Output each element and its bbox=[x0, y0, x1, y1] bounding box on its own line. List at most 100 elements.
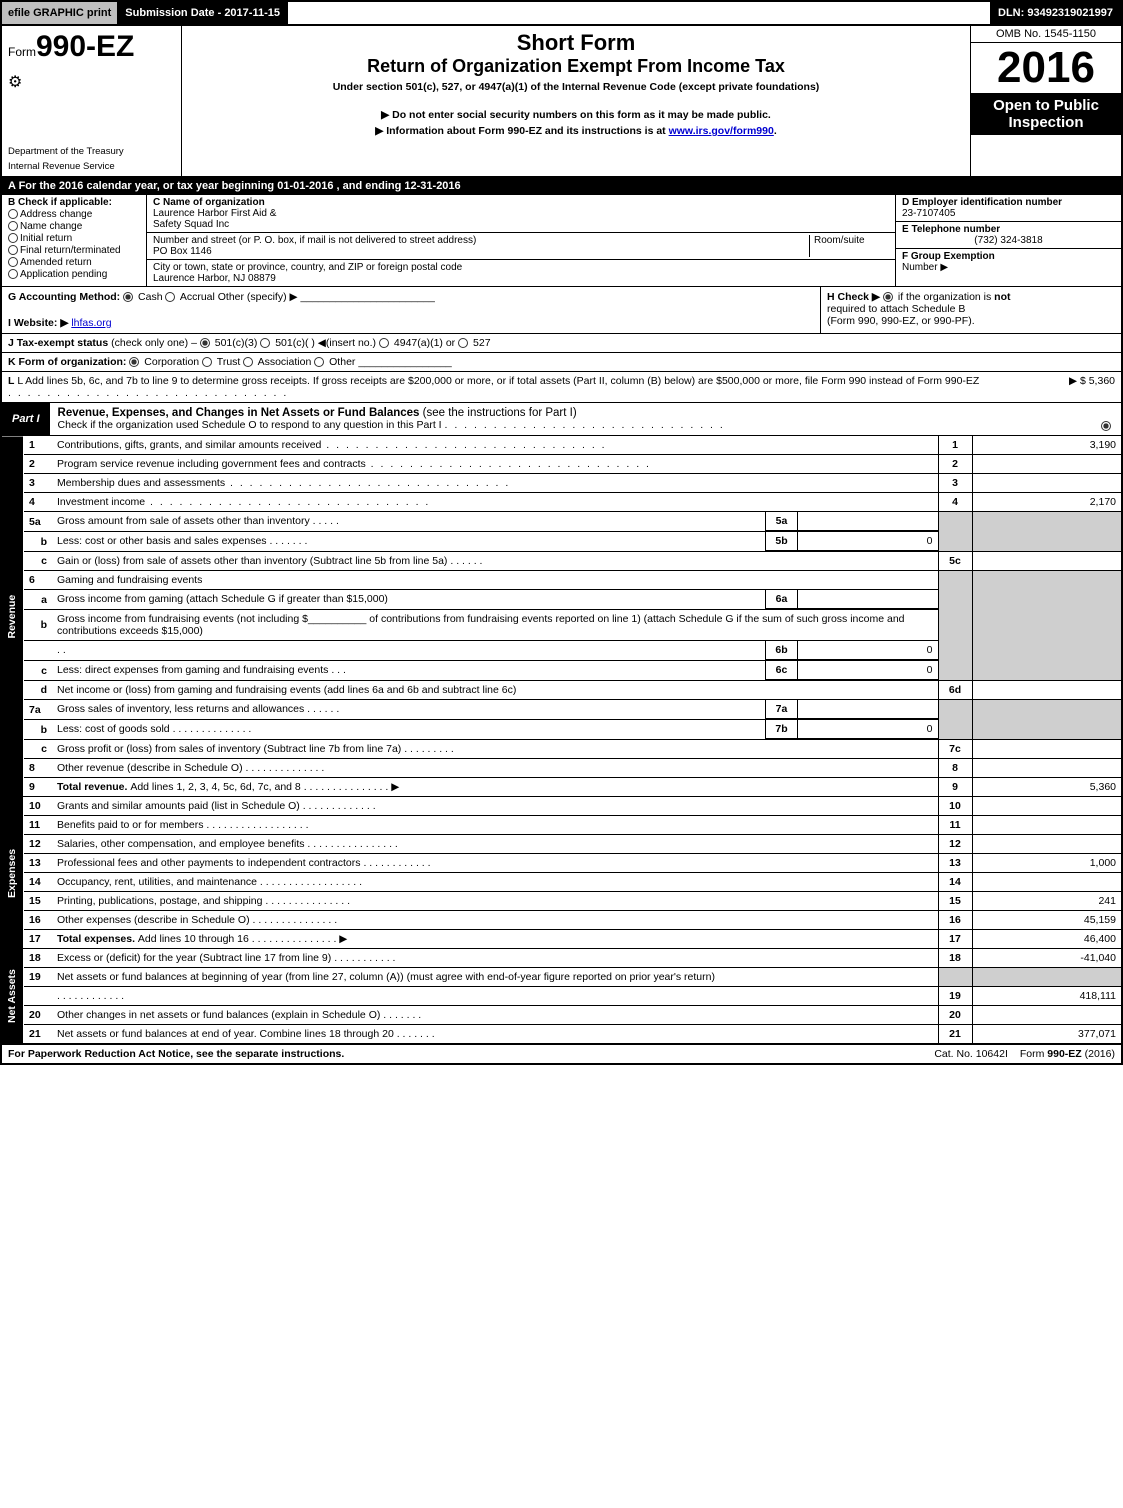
line-5b-text: Less: cost or other basis and sales expe… bbox=[52, 532, 766, 551]
line-18-no: 18 bbox=[24, 949, 52, 968]
radio-corporation[interactable] bbox=[129, 357, 139, 367]
h-text2: if the organization is bbox=[898, 291, 994, 303]
part1-title: Revenue, Expenses, and Changes in Net As… bbox=[50, 403, 1121, 419]
radio-cash[interactable] bbox=[123, 292, 133, 302]
line-4-no: 4 bbox=[24, 493, 52, 512]
j-4947: 4947(a)(1) or bbox=[394, 337, 455, 349]
radio-4947[interactable] bbox=[379, 338, 389, 348]
check-address-change[interactable]: Address change bbox=[8, 209, 140, 220]
line-17-amount: 46,400 bbox=[972, 930, 1122, 949]
j-paren: (check only one) – bbox=[111, 337, 197, 349]
line-1-col: 1 bbox=[938, 436, 972, 455]
line-3-amount bbox=[972, 474, 1122, 493]
line-6b-innercol: 6b bbox=[766, 641, 798, 660]
return-title: Return of Organization Exempt From Incom… bbox=[182, 56, 970, 77]
info-notice-text: ▶ Information about Form 990-EZ and its … bbox=[375, 125, 668, 137]
line-10-text: Grants and similar amounts paid (list in… bbox=[52, 797, 938, 816]
b-title: B Check if applicable: bbox=[8, 197, 112, 208]
form-header: Form990-EZ ⚙ Department of the Treasury … bbox=[0, 26, 1123, 178]
check-name-change[interactable]: Name change bbox=[8, 221, 140, 232]
line-19-col: 19 bbox=[938, 987, 972, 1006]
line-19-text: Net assets or fund balances at beginning… bbox=[52, 968, 938, 987]
radio-527[interactable] bbox=[458, 338, 468, 348]
line-14-amount bbox=[972, 873, 1122, 892]
check-final-return[interactable]: Final return/terminated bbox=[8, 245, 140, 256]
line-11-col: 11 bbox=[938, 816, 972, 835]
line-6a-innercol: 6a bbox=[766, 590, 798, 609]
k-trust: Trust bbox=[217, 356, 241, 368]
line-1-text: Contributions, gifts, grants, and simila… bbox=[52, 436, 938, 455]
open-public-badge: Open to Public Inspection bbox=[971, 93, 1121, 135]
part1-schedule-o-checkbox[interactable] bbox=[1101, 421, 1111, 431]
short-form-title: Short Form bbox=[182, 26, 970, 56]
line-19-amount: 418,111 bbox=[972, 987, 1122, 1006]
efile-print-label[interactable]: efile GRAPHIC print bbox=[2, 2, 119, 24]
line-19-cont-no bbox=[24, 987, 52, 1006]
radio-accrual[interactable] bbox=[165, 292, 175, 302]
line-7b-text: Less: cost of goods sold . . . . . . . .… bbox=[52, 720, 766, 739]
line-9-col: 9 bbox=[938, 778, 972, 797]
line-6b-text: Gross income from fundraising events (no… bbox=[52, 610, 938, 641]
city-label: City or town, state or province, country… bbox=[153, 262, 462, 273]
section-k: K Form of organization: Corporation Trus… bbox=[0, 353, 1123, 372]
line-6-text: Gaming and fundraising events bbox=[52, 571, 938, 590]
line-6d-text: Net income or (loss) from gaming and fun… bbox=[52, 681, 938, 700]
line-12-col: 12 bbox=[938, 835, 972, 854]
radio-501c3[interactable] bbox=[200, 338, 210, 348]
line-11-amount bbox=[972, 816, 1122, 835]
check-initial-return[interactable]: Initial return bbox=[8, 233, 140, 244]
line-17-col: 17 bbox=[938, 930, 972, 949]
line-8-col: 8 bbox=[938, 759, 972, 778]
line-6c-inneramt: 0 bbox=[798, 661, 938, 680]
line-15-no: 15 bbox=[24, 892, 52, 911]
line-19-cont: . . . . . . . . . . . . bbox=[52, 987, 938, 1006]
check-amended-return[interactable]: Amended return bbox=[8, 257, 140, 268]
check-application-pending[interactable]: Application pending bbox=[8, 269, 140, 280]
g-other-line: _______________________ bbox=[301, 291, 435, 303]
top-bar: efile GRAPHIC print Submission Date - 20… bbox=[0, 0, 1123, 26]
omb-number: OMB No. 1545-1150 bbox=[971, 26, 1121, 43]
line-7b-inneramt: 0 bbox=[798, 720, 938, 739]
line-11-text: Benefits paid to or for members . . . . … bbox=[52, 816, 938, 835]
section-gh: G Accounting Method: Cash Accrual Other … bbox=[0, 287, 1123, 334]
line-16-no: 16 bbox=[24, 911, 52, 930]
radio-trust[interactable] bbox=[202, 357, 212, 367]
line-18-text: Excess or (deficit) for the year (Subtra… bbox=[52, 949, 938, 968]
h-checkbox[interactable] bbox=[883, 292, 893, 302]
radio-association[interactable] bbox=[243, 357, 253, 367]
line-15-amount: 241 bbox=[972, 892, 1122, 911]
l-text: L Add lines 5b, 6c, and 7b to line 9 to … bbox=[17, 375, 979, 387]
radio-other-org[interactable] bbox=[314, 357, 324, 367]
line-5c-amount bbox=[972, 552, 1122, 571]
line-16-col: 16 bbox=[938, 911, 972, 930]
submission-date-label: Submission Date - 2017-11-15 bbox=[119, 2, 288, 24]
line-a-begin: 01-01-2016 bbox=[277, 180, 333, 192]
g-label: G Accounting Method: bbox=[8, 291, 120, 303]
form990-link[interactable]: www.irs.gov/form990 bbox=[669, 125, 774, 137]
line-6b-cont-no bbox=[24, 641, 52, 661]
line-4-text: Investment income bbox=[52, 493, 938, 512]
line-a-prefix: A For the 2016 calendar year, or tax yea… bbox=[8, 180, 277, 192]
org-name-line2: Safety Squad Inc bbox=[153, 219, 229, 230]
line-7b-no: b bbox=[24, 720, 52, 740]
section-bcdef: B Check if applicable: Address change Na… bbox=[0, 195, 1123, 287]
pra-notice: For Paperwork Reduction Act Notice, see … bbox=[2, 1045, 928, 1063]
k-corp: Corporation bbox=[144, 356, 199, 368]
line-7c-text: Gross profit or (loss) from sales of inv… bbox=[52, 740, 938, 759]
website-link[interactable]: lhfas.org bbox=[71, 317, 111, 329]
line-a-mid: , and ending bbox=[337, 180, 405, 192]
section-l: L L Add lines 5b, 6c, and 7b to line 9 t… bbox=[0, 372, 1123, 403]
line-6-no: 6 bbox=[24, 571, 52, 590]
line-2-amount bbox=[972, 455, 1122, 474]
line-17-text: Total expenses. Add lines 10 through 16 … bbox=[52, 930, 938, 949]
line-21-col: 21 bbox=[938, 1025, 972, 1044]
line-3-col: 3 bbox=[938, 474, 972, 493]
radio-501c[interactable] bbox=[260, 338, 270, 348]
line-6a-inneramt bbox=[798, 590, 938, 609]
line-2-no: 2 bbox=[24, 455, 52, 474]
line-20-text: Other changes in net assets or fund bala… bbox=[52, 1006, 938, 1025]
form-number: 990-EZ bbox=[36, 30, 134, 63]
part1-header: Part I Revenue, Expenses, and Changes in… bbox=[0, 403, 1123, 436]
line-16-amount: 45,159 bbox=[972, 911, 1122, 930]
line-6b-inneramt: 0 bbox=[798, 641, 938, 660]
